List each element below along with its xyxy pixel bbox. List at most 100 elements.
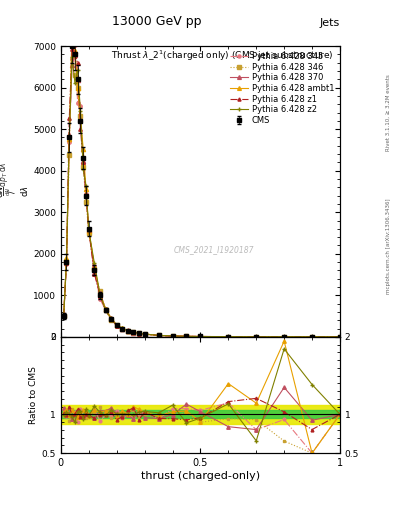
Pythia 6.428 z2 <box>61 313 66 319</box>
Pythia 6.428 346 <box>125 328 130 334</box>
Pythia 6.428 z1 <box>142 331 147 337</box>
Text: $\frac{1}{\mathrm{d}N} \/ \mathrm{d}p_T \/ \mathrm{d}\lambda$: $\frac{1}{\mathrm{d}N} \/ \mathrm{d}p_T … <box>0 162 13 197</box>
Text: Rivet 3.1.10, ≥ 3.2M events: Rivet 3.1.10, ≥ 3.2M events <box>386 74 391 151</box>
Pythia 6.428 370 <box>184 333 189 339</box>
Pythia 6.428 z1 <box>170 333 175 339</box>
Pythia 6.428 370 <box>81 158 86 164</box>
Pythia 6.428 z1 <box>97 292 102 298</box>
Y-axis label: Ratio to CMS: Ratio to CMS <box>29 366 37 424</box>
Line: Pythia 6.428 346: Pythia 6.428 346 <box>62 25 342 338</box>
Pythia 6.428 z2 <box>254 334 259 340</box>
Pythia 6.428 z2 <box>142 331 147 337</box>
Pythia 6.428 346 <box>137 330 141 336</box>
Pythia 6.428 370 <box>75 77 80 83</box>
Pythia 6.428 370 <box>70 62 74 68</box>
Pythia 6.428 370 <box>254 334 259 340</box>
Pythia 6.428 346 <box>282 334 286 340</box>
Pythia 6.428 z1 <box>282 334 286 340</box>
Pythia 6.428 346 <box>78 114 83 120</box>
Pythia 6.428 ambt1 <box>338 334 342 340</box>
Pythia 6.428 346 <box>109 317 114 323</box>
Pythia 6.428 ambt1 <box>142 331 147 337</box>
Text: Jets: Jets <box>320 18 340 28</box>
Pythia 6.428 370 <box>97 290 102 296</box>
Pythia 6.428 ambt1 <box>73 48 77 54</box>
Pythia 6.428 z1 <box>254 334 259 340</box>
Pythia 6.428 z1 <box>338 334 342 340</box>
Pythia 6.428 370 <box>84 191 88 198</box>
Pythia 6.428 345 <box>198 333 203 339</box>
Pythia 6.428 345 <box>97 296 102 302</box>
Pythia 6.428 345 <box>81 161 86 167</box>
Pythia 6.428 370 <box>103 306 108 312</box>
Pythia 6.428 370 <box>92 270 97 276</box>
Pythia 6.428 z2 <box>226 333 231 339</box>
Pythia 6.428 346 <box>338 334 342 340</box>
Pythia 6.428 ambt1 <box>184 333 189 339</box>
Pythia 6.428 345 <box>70 55 74 61</box>
Pythia 6.428 ambt1 <box>81 145 86 152</box>
Pythia 6.428 370 <box>125 328 130 334</box>
Text: Thrust $\lambda\_2^1$(charged only) (CMS jet substructure): Thrust $\lambda\_2^1$(charged only) (CMS… <box>111 49 334 63</box>
Pythia 6.428 346 <box>198 333 203 339</box>
Pythia 6.428 370 <box>61 311 66 317</box>
Pythia 6.428 346 <box>103 307 108 313</box>
Pythia 6.428 ambt1 <box>86 227 91 233</box>
Pythia 6.428 z1 <box>125 327 130 333</box>
Pythia 6.428 345 <box>64 261 69 267</box>
Pythia 6.428 z2 <box>137 330 141 336</box>
Pythia 6.428 z2 <box>92 260 97 266</box>
Pythia 6.428 z2 <box>64 257 69 263</box>
Pythia 6.428 z2 <box>170 333 175 339</box>
Pythia 6.428 z1 <box>61 313 66 319</box>
Pythia 6.428 346 <box>131 329 136 335</box>
Pythia 6.428 z2 <box>184 333 189 339</box>
Pythia 6.428 z1 <box>70 46 74 52</box>
Pythia 6.428 370 <box>338 334 342 340</box>
Pythia 6.428 346 <box>84 199 88 205</box>
Pythia 6.428 ambt1 <box>170 333 175 339</box>
Pythia 6.428 345 <box>131 329 136 335</box>
Pythia 6.428 345 <box>338 334 342 340</box>
Pythia 6.428 z2 <box>73 79 77 86</box>
Pythia 6.428 ambt1 <box>131 329 136 335</box>
Pythia 6.428 z1 <box>131 329 136 335</box>
Pythia 6.428 z2 <box>114 322 119 328</box>
Pythia 6.428 345 <box>156 332 161 338</box>
Pythia 6.428 ambt1 <box>61 312 66 318</box>
Pythia 6.428 z2 <box>282 334 286 340</box>
Pythia 6.428 z2 <box>84 183 88 189</box>
Pythia 6.428 345 <box>109 316 114 323</box>
Pythia 6.428 346 <box>114 322 119 328</box>
Pythia 6.428 ambt1 <box>64 255 69 262</box>
Y-axis label: $\mathbf{1}$
$\mathrm{d}N$
$/$
$\mathrm{d}\lambda$: $\mathbf{1}$ $\mathrm{d}N$ $/$ $\mathrm{… <box>0 185 30 198</box>
Pythia 6.428 z1 <box>184 333 189 339</box>
Pythia 6.428 ambt1 <box>198 333 203 339</box>
Pythia 6.428 z2 <box>198 333 203 339</box>
Pythia 6.428 ambt1 <box>75 85 80 91</box>
Text: CMS_2021_I1920187: CMS_2021_I1920187 <box>174 245 255 254</box>
Pythia 6.428 370 <box>78 116 83 122</box>
Pythia 6.428 ambt1 <box>120 325 125 331</box>
Pythia 6.428 ambt1 <box>70 26 74 32</box>
Pythia 6.428 345 <box>120 326 125 332</box>
Pythia 6.428 370 <box>120 326 125 332</box>
Pythia 6.428 ambt1 <box>109 315 114 322</box>
Pythia 6.428 z2 <box>97 291 102 297</box>
Pythia 6.428 345 <box>310 334 314 340</box>
Pythia 6.428 370 <box>310 334 314 340</box>
Pythia 6.428 345 <box>282 334 286 340</box>
Pythia 6.428 370 <box>64 257 69 263</box>
Pythia 6.428 346 <box>142 331 147 337</box>
Pythia 6.428 345 <box>170 333 175 339</box>
Pythia 6.428 z1 <box>226 333 231 339</box>
Pythia 6.428 z1 <box>67 115 72 121</box>
Pythia 6.428 ambt1 <box>156 332 161 338</box>
Line: Pythia 6.428 345: Pythia 6.428 345 <box>62 43 342 338</box>
Pythia 6.428 z2 <box>156 332 161 338</box>
Pythia 6.428 z1 <box>198 333 203 339</box>
Pythia 6.428 346 <box>170 333 175 339</box>
Pythia 6.428 z2 <box>86 228 91 234</box>
Pythia 6.428 z2 <box>109 315 114 322</box>
Pythia 6.428 z1 <box>73 50 77 56</box>
